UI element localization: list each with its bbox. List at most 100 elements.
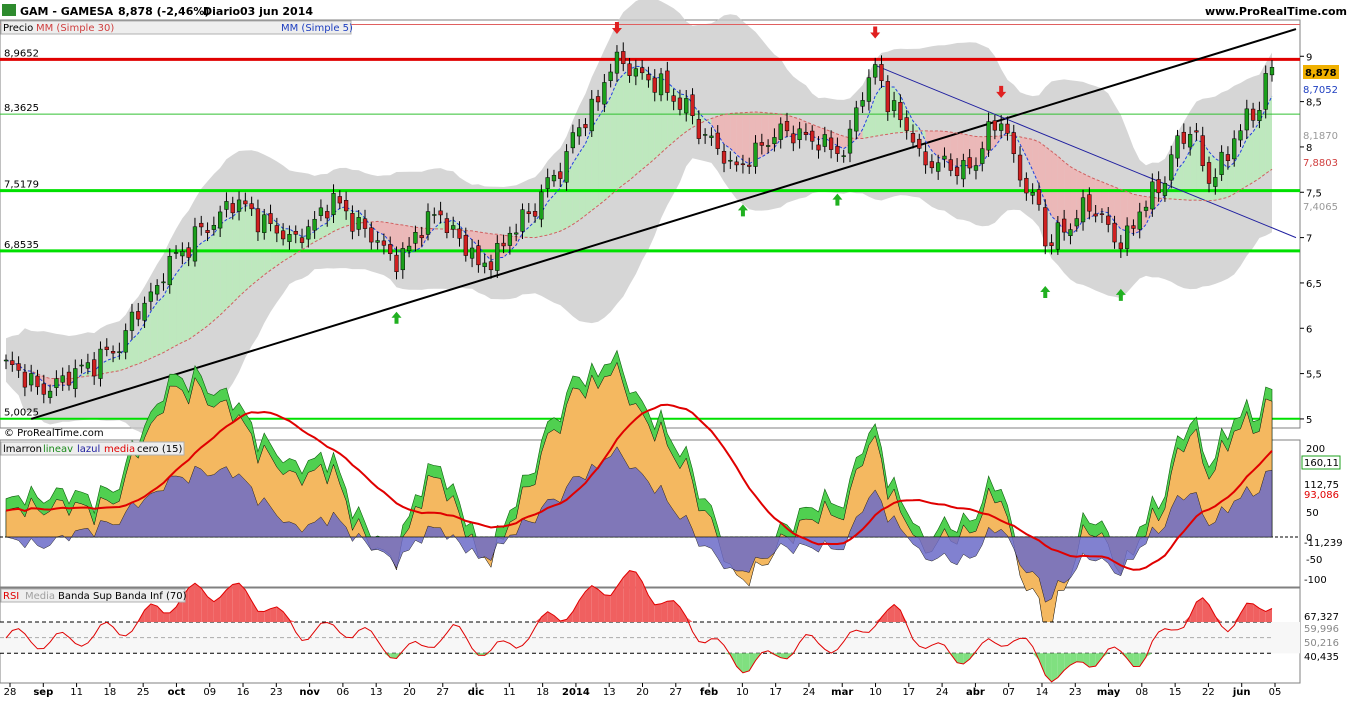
watermark: © ProRealTime.com	[4, 428, 104, 439]
candle-body	[1157, 179, 1161, 192]
candle-body	[338, 196, 342, 203]
legend-lazul: lazul	[77, 444, 100, 455]
candle-body	[1239, 131, 1243, 140]
last-price-change: 8,878 (-2,46%)	[118, 5, 209, 18]
candle-body	[1270, 67, 1274, 75]
candle-body	[539, 192, 543, 219]
candle	[1043, 199, 1047, 254]
ma-cloud-up	[617, 74, 623, 189]
candle-body	[325, 211, 329, 218]
rsi-overbought-fill	[163, 613, 169, 622]
candle-body	[1062, 219, 1066, 232]
last-price-tag: 8,878	[1305, 68, 1337, 79]
candle-body	[861, 100, 865, 106]
candle-body	[483, 263, 487, 267]
x-tick-label: 10	[736, 687, 749, 698]
candle-body	[357, 217, 361, 229]
candle-body	[1113, 223, 1117, 242]
candle-body	[300, 238, 304, 243]
rsi-overbought-fill	[233, 583, 239, 622]
ma-cloud-up	[592, 118, 598, 211]
candle-body	[1056, 223, 1060, 250]
candle-body	[1182, 132, 1186, 143]
x-tick-label: 14	[1036, 687, 1049, 698]
candle-body	[458, 229, 462, 239]
candle-body	[17, 364, 21, 371]
rsi-tag-3: 50,216	[1304, 638, 1339, 649]
candle-body	[1031, 192, 1035, 195]
candle-body	[332, 193, 336, 214]
rsi-overbought-fill	[655, 604, 661, 622]
candle-body	[558, 172, 562, 179]
rsi-oversold-fill	[743, 653, 749, 672]
candle-body	[1119, 243, 1123, 249]
candle-body	[250, 204, 254, 209]
x-tick-label: mar	[831, 687, 853, 698]
candle-body	[829, 138, 833, 150]
candle-body	[823, 134, 827, 146]
legend-lineav: lineav	[43, 444, 73, 455]
candle-body	[791, 134, 795, 143]
candle-body	[262, 215, 266, 233]
candle-body	[640, 68, 644, 73]
ma-cloud-up	[157, 296, 163, 355]
candle-body	[1176, 136, 1180, 158]
candle-body	[1188, 134, 1192, 147]
candle-body	[917, 139, 921, 148]
candle-body	[218, 212, 222, 228]
x-tick-label: 08	[1135, 687, 1148, 698]
x-tick-label: 13	[603, 687, 616, 698]
candle-body	[269, 213, 273, 223]
x-tick-label: sep	[33, 687, 53, 698]
candle-body	[943, 156, 947, 159]
rsi-tag-1: 67,327	[1304, 612, 1339, 623]
candle-body	[1094, 214, 1098, 216]
chart-logo-icon	[2, 4, 16, 16]
candle-body	[584, 124, 588, 128]
candle-body	[836, 146, 840, 153]
rsi-overbought-fill	[592, 586, 598, 622]
candle-body	[980, 149, 984, 164]
candle-body	[955, 167, 959, 176]
candle-body	[99, 349, 103, 378]
x-tick-label: 15	[1169, 687, 1182, 698]
level-label-thin: 8,3625	[4, 103, 39, 114]
candle-body	[174, 252, 178, 253]
candle-body	[565, 151, 569, 182]
x-tick-label: nov	[299, 687, 320, 698]
price-tick-label: 5,5	[1306, 370, 1322, 381]
candle-body	[1195, 131, 1199, 132]
x-tick-label: 06	[337, 687, 350, 698]
x-tick-label: 13	[370, 687, 383, 698]
candle-body	[426, 212, 430, 235]
candle-body	[476, 246, 480, 265]
level-label-resistance: 8,9652	[4, 48, 39, 59]
ma-cloud-down	[938, 131, 944, 160]
x-tick-label: 07	[1002, 687, 1015, 698]
rsi-oversold-fill	[1133, 653, 1139, 666]
ma-cloud-down	[1052, 151, 1058, 222]
candle-body	[376, 241, 380, 243]
candle-body	[395, 255, 399, 272]
mom-tick-200: 200	[1306, 444, 1325, 455]
candle-body	[867, 78, 871, 102]
candle-body	[628, 64, 632, 76]
x-tick-label: 16	[237, 687, 250, 698]
mom-tick-50: 50	[1306, 508, 1319, 519]
candle-body	[193, 227, 197, 261]
candle-body	[495, 243, 499, 270]
rsi-band-fill	[0, 622, 1300, 653]
candle-body	[363, 219, 367, 229]
candle-body	[785, 121, 789, 130]
candle-body	[521, 210, 525, 232]
candle-body	[1043, 208, 1047, 246]
x-tick-label: 11	[70, 687, 83, 698]
price-tick-label: 7	[1306, 234, 1312, 245]
x-tick-label: jun	[1232, 687, 1251, 698]
candle-body	[256, 209, 260, 232]
candle-body	[130, 312, 134, 330]
candle-body	[281, 231, 285, 239]
candle-body	[29, 373, 33, 385]
candle-body	[898, 102, 902, 120]
